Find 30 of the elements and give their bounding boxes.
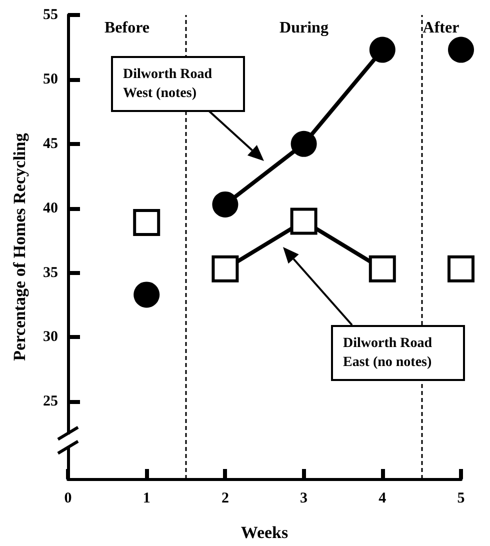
y-tick-label: 55	[43, 7, 58, 23]
point	[290, 130, 317, 157]
y-axis-title: Percentage of Homes Recycling	[10, 132, 29, 361]
point	[212, 255, 239, 282]
point	[212, 191, 238, 218]
point	[369, 36, 396, 63]
x-tick-label: 4	[378, 490, 387, 506]
point	[290, 208, 318, 235]
x-tick-label: 1	[142, 490, 150, 506]
y-tick-label: 25	[43, 394, 58, 410]
y-tick-label: 40	[43, 200, 58, 216]
annotation: Before	[104, 20, 150, 36]
y-tick-label: 45	[43, 136, 58, 152]
point	[448, 255, 474, 282]
x-tick-label: 5	[457, 490, 465, 506]
x-axis-title: Weeks	[240, 523, 288, 542]
annotation: During	[280, 20, 328, 36]
point	[448, 36, 474, 63]
y-tick-label: 50	[43, 71, 58, 88]
y-tick-label: 30	[43, 329, 58, 346]
point	[368, 255, 396, 282]
annotation: Dilworth Road West (notes)	[123, 67, 216, 101]
annotation: Dilworth Road East (no notes)	[343, 336, 436, 370]
x-tick-label: 3	[300, 490, 308, 506]
y-tick-label: 35	[43, 264, 58, 281]
point	[134, 282, 160, 308]
x-tick-label: 2	[221, 490, 229, 506]
x-tick-label: 0	[64, 490, 72, 506]
point	[133, 209, 160, 236]
annotation: After	[422, 20, 460, 36]
